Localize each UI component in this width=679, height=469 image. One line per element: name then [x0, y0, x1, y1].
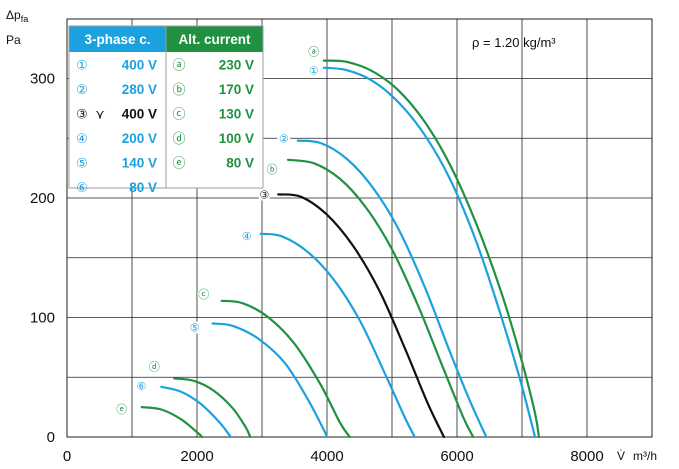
curve-1 [322, 66, 537, 439]
curve-label-e: ⓔ [116, 403, 127, 416]
x-axis-unit-symbol: V̇ [617, 449, 625, 463]
curve-c [220, 299, 351, 439]
curve-b [286, 158, 475, 439]
legend-value: 100 V [219, 131, 254, 146]
curves [140, 59, 540, 439]
legend-value: 130 V [219, 107, 254, 122]
x-tick-label: 0 [63, 448, 71, 465]
legend-value: 400 V [122, 58, 157, 73]
curve-a [322, 59, 540, 439]
curve-label-a: ⓐ [308, 46, 319, 59]
curve-label-6: ⑥ [136, 380, 146, 393]
density-annotation: ρ = 1.20 kg/m³ [472, 35, 556, 50]
legend-value: 200 V [122, 131, 157, 146]
legend-symbol: ② [76, 83, 88, 98]
legend-symbol: ③ [76, 108, 88, 123]
curve-label-bg [257, 187, 271, 201]
curve-label-bg [307, 64, 321, 78]
curve-label-bg [240, 229, 254, 243]
curve-e [140, 406, 204, 439]
legend-value: 400 V [122, 107, 157, 122]
y-tick-label: 0 [47, 429, 55, 446]
legend-symbol: ⓒ [172, 108, 185, 123]
legend-value: 170 V [219, 82, 254, 97]
legend-value: 140 V [122, 156, 157, 171]
x-tick-label: 6000 [440, 448, 473, 465]
y-axis-label: Δpfa [6, 8, 28, 24]
curve-label-5: ⑤ [190, 321, 200, 334]
x-tick-label: 2000 [180, 448, 213, 465]
legend-symbol: ⓔ [172, 157, 185, 172]
y-tick-label: 300 [30, 71, 55, 88]
curve-label-bg [277, 132, 291, 146]
curve-label-d: ⓓ [149, 360, 160, 373]
legend-value: 80 V [129, 180, 157, 195]
legend-symbol: ⑥ [76, 181, 88, 196]
legend-title-three-phase: 3-phase c. [84, 32, 150, 47]
y-tick-label: 100 [30, 310, 55, 327]
legend-star-connection: ⋎ [95, 108, 105, 123]
x-tick-label: 8000 [570, 448, 603, 465]
curve-label-bg [265, 162, 279, 176]
legend-symbol: ⑤ [76, 157, 88, 172]
legend-symbol: ⓓ [172, 132, 185, 147]
legend-symbol: ④ [76, 132, 88, 147]
legend-symbol: ① [76, 59, 88, 74]
x-tick-label: 4000 [310, 448, 343, 465]
x-axis-unit: m³/h [633, 449, 657, 463]
curve-label-bg [197, 287, 211, 301]
y-axis-unit: Pa [6, 33, 21, 47]
plot-frame [66, 18, 653, 438]
curve-3 [277, 193, 446, 439]
curve-label-bg [147, 359, 161, 373]
curve-label-4: ④ [242, 230, 252, 243]
curve-label-1: ① [309, 65, 319, 78]
legend-title-alt-current: Alt. current [178, 32, 251, 47]
legend-header-three-phase [69, 26, 166, 52]
curve-label-2: ② [279, 133, 289, 146]
curve-label-b: ⓑ [267, 163, 278, 176]
tick-labels: 0 2000 4000 6000 8000 0 100 200 300 [30, 71, 604, 466]
curve-5 [211, 322, 329, 439]
axis-labels: Δpfa Pa V̇ m³/h [6, 8, 657, 463]
legend-value: 230 V [219, 58, 254, 73]
curve-d [173, 377, 252, 439]
legend-symbol: ⓐ [172, 59, 185, 74]
legend-value: 280 V [122, 82, 157, 97]
legend-header-alt-current [166, 26, 263, 52]
y-tick-label: 200 [30, 190, 55, 207]
legend-value: 80 V [226, 156, 254, 171]
curve-label-bg [115, 402, 129, 416]
curve-label-bg [188, 320, 202, 334]
legend-symbol: ⓑ [172, 83, 185, 98]
legend: 3-phase c. Alt. current ① 400 V ② 280 V ③ ⋎ 400 … [68, 25, 264, 196]
curve-4 [259, 232, 416, 439]
curve-label-3: ③ [259, 188, 269, 201]
curve-label-c: ⓒ [198, 288, 209, 301]
curve-label-bg [307, 45, 321, 59]
curve-label-bg [134, 379, 148, 393]
curve-6 [160, 385, 232, 439]
curve-2 [296, 139, 488, 439]
